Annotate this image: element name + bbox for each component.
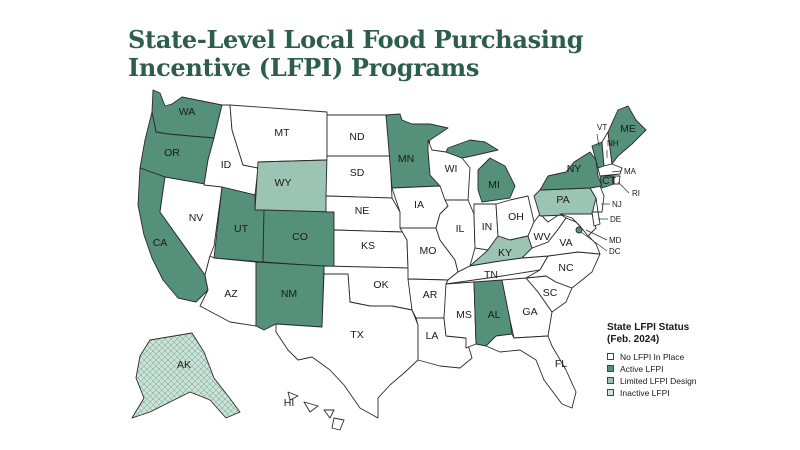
connector-md — [585, 229, 608, 241]
map-title-line1: State-Level Local Food Purchasing — [128, 25, 584, 54]
label-ms: MS — [456, 309, 472, 321]
legend: State LFPI Status (Feb. 2024) No LFPI In… — [607, 322, 697, 399]
label-mt: MT — [274, 127, 290, 139]
state-dc[interactable] — [575, 226, 583, 234]
label-mo: MO — [420, 245, 437, 257]
label-wy: WY — [275, 177, 292, 189]
label-ky: KY — [498, 247, 512, 259]
label-mn: MN — [398, 153, 414, 165]
legend-label-limited: Limited LFPI Design — [620, 375, 697, 386]
state-mi[interactable] — [445, 139, 516, 203]
label-nj: NJ — [612, 200, 622, 209]
label-vt: VT — [597, 123, 607, 132]
label-de: DE — [610, 215, 621, 224]
label-la: LA — [426, 330, 439, 342]
connector-ri — [617, 181, 630, 194]
label-ny: NY — [567, 163, 582, 175]
legend-swatch-active — [607, 365, 614, 372]
connector-dc — [580, 231, 608, 252]
label-oh: OH — [508, 211, 524, 223]
label-ga: GA — [522, 306, 537, 318]
connector-vt — [596, 133, 600, 147]
label-tn: TN — [484, 269, 498, 281]
label-ks: KS — [361, 240, 375, 252]
legend-title-line1: State LFPI Status — [607, 322, 690, 333]
label-az: AZ — [224, 288, 238, 300]
legend-item-inactive: Inactive LFPI — [607, 387, 697, 398]
label-fl: FL — [555, 358, 567, 370]
label-ma: MA — [624, 167, 637, 176]
label-id: ID — [221, 159, 232, 171]
states-layer — [131, 89, 647, 431]
state-tx[interactable] — [275, 273, 419, 419]
label-wi: WI — [445, 163, 458, 175]
label-ia: IA — [414, 199, 424, 211]
state-wv[interactable] — [527, 213, 567, 249]
label-dc: DC — [609, 247, 621, 256]
label-mi: MI — [488, 179, 500, 191]
legend-swatch-inactive — [607, 389, 614, 396]
label-wa: WA — [179, 106, 196, 118]
label-me: ME — [620, 123, 636, 135]
label-nc: NC — [558, 262, 574, 274]
label-pa: PA — [556, 194, 569, 206]
legend-label-active: Active LFPI — [620, 363, 664, 374]
state-ak[interactable] — [131, 332, 241, 419]
state-de[interactable] — [591, 211, 601, 227]
label-in: IN — [482, 221, 493, 233]
state-il[interactable] — [435, 199, 476, 273]
label-ri: RI — [632, 189, 640, 198]
state-fl[interactable] — [485, 333, 577, 409]
legend-item-none: No LFPI In Place — [607, 351, 697, 362]
state-hi[interactable] — [287, 391, 345, 431]
label-nd: ND — [349, 131, 365, 143]
label-tx: TX — [350, 329, 363, 341]
label-hi: HI — [284, 397, 295, 409]
label-il: IL — [456, 223, 465, 235]
label-nh: NH — [607, 139, 619, 148]
label-ut: UT — [234, 223, 249, 235]
state-ct[interactable] — [599, 175, 615, 189]
label-wv: WV — [534, 231, 551, 243]
legend-swatch-limited — [607, 377, 614, 384]
label-sd: SD — [350, 167, 365, 179]
map-title: State-Level Local Food Purchasing Incent… — [128, 25, 584, 82]
label-ct: CT — [602, 175, 617, 187]
legend-swatch-none — [607, 353, 614, 360]
map-title-line2: Incentive (LFPI) Programs — [128, 53, 480, 82]
legend-label-inactive: Inactive LFPI — [620, 387, 670, 398]
label-ne: NE — [355, 205, 370, 217]
legend-label-none: No LFPI In Place — [620, 351, 685, 362]
state-me[interactable] — [607, 105, 647, 165]
label-nv: NV — [189, 212, 204, 224]
state-ny[interactable] — [539, 151, 603, 191]
connector-ma — [611, 170, 622, 173]
connector-lines — [580, 133, 630, 252]
label-ca: CA — [153, 237, 168, 249]
label-md: MD — [609, 236, 622, 245]
legend-title: State LFPI Status (Feb. 2024) — [607, 322, 697, 346]
label-nm: NM — [281, 288, 297, 300]
legend-item-active: Active LFPI — [607, 363, 697, 374]
legend-item-limited: Limited LFPI Design — [607, 375, 697, 386]
label-va: VA — [559, 237, 572, 249]
state-labels: WA OR CA NV ID MT WY UT CO AZ NM ND SD NE KS OK TX MN IA MO… — [153, 106, 640, 409]
label-ar: AR — [423, 289, 438, 301]
legend-title-line2: (Feb. 2024) — [607, 334, 660, 345]
label-ok: OK — [373, 279, 388, 291]
label-al: AL — [488, 309, 501, 321]
label-ak: AK — [177, 359, 191, 371]
label-sc: SC — [543, 287, 558, 299]
label-co: CO — [292, 231, 308, 243]
label-or: OR — [164, 147, 180, 159]
